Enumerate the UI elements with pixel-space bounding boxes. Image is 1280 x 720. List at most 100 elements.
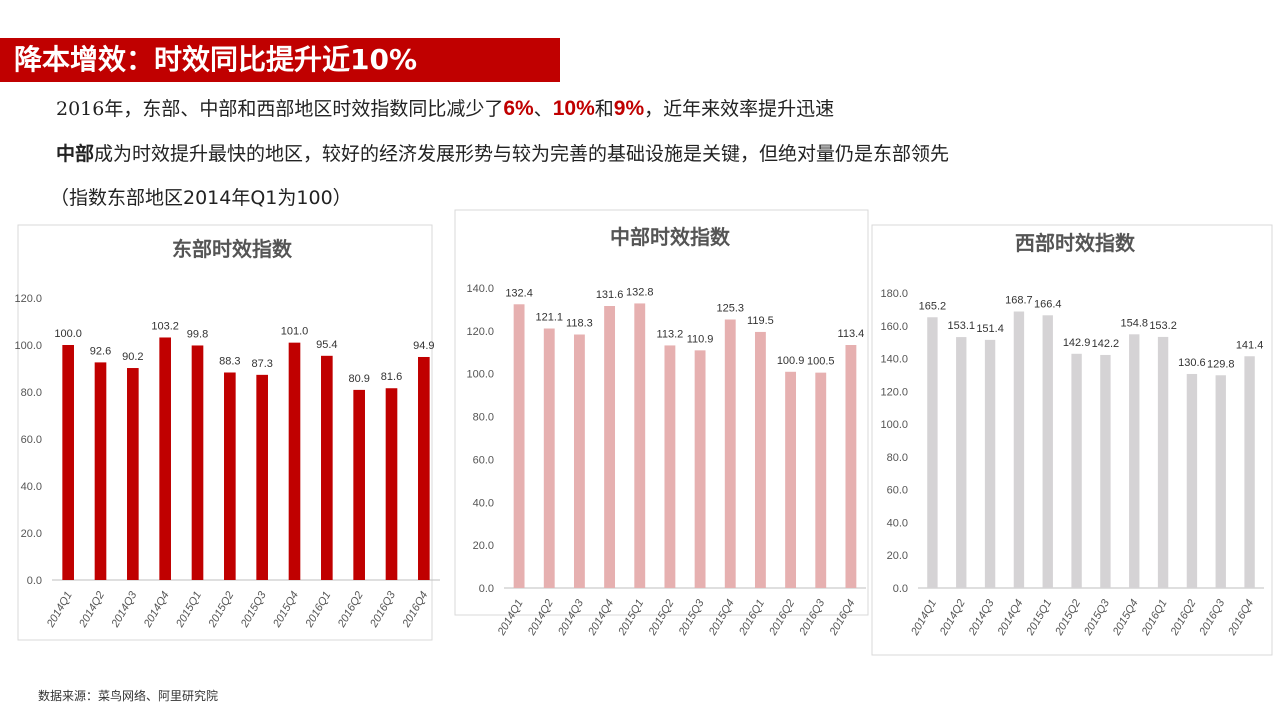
- east-data-label: 95.4: [316, 339, 337, 351]
- west-bar: [1042, 315, 1053, 588]
- central-y-tick: 60.0: [473, 454, 494, 466]
- highlight-east: 6%: [503, 97, 534, 120]
- intro-line-3: （指数东部地区2014年Q1为100）: [50, 185, 352, 211]
- west-bar: [1100, 354, 1111, 588]
- east-chart-title: 东部时效指数: [172, 237, 293, 261]
- central-data-label: 132.4: [505, 287, 533, 299]
- central-y-tick: 140.0: [466, 283, 494, 295]
- central-bar: [573, 334, 585, 588]
- central-bar: [513, 304, 525, 588]
- east-bar: [321, 355, 333, 580]
- central-data-label: 132.8: [626, 286, 654, 298]
- central-chart-title: 中部时效指数: [610, 225, 731, 249]
- central-y-tick: 100.0: [466, 369, 494, 381]
- intro-line2-text: 成为时效提升最快的地区，较好的经济发展形势与较为完善的基础设施是关键，但绝对量仍…: [94, 143, 950, 165]
- highlight-west: 9%: [613, 97, 645, 120]
- east-y-tick: 40.0: [21, 481, 42, 493]
- east-y-tick: 20.0: [21, 528, 42, 540]
- west-bar: [956, 337, 967, 588]
- intro-line1-sep2: 和: [594, 98, 614, 120]
- west-y-tick: 180.0: [880, 288, 908, 300]
- intro-line-2: 中部成为时效提升最快的地区，较好的经济发展形势与较为完善的基础设施是关键，但绝对…: [56, 141, 949, 168]
- central-data-label: 100.9: [777, 355, 805, 367]
- west-y-tick: 160.0: [880, 321, 908, 333]
- west-data-label: 129.8: [1207, 358, 1235, 370]
- central-data-label: 113.4: [838, 328, 865, 340]
- intro-line1-sep1: 、: [533, 98, 553, 120]
- west-data-label: 130.6: [1178, 357, 1206, 369]
- central-y-tick: 20.0: [473, 540, 494, 552]
- east-bar: [418, 356, 430, 580]
- central-bar: [634, 303, 646, 588]
- central-bar: [845, 345, 857, 588]
- central-data-label: 100.5: [807, 356, 835, 368]
- east-bar: [256, 374, 268, 580]
- west-y-tick: 140.0: [880, 354, 908, 366]
- west-bar: [1013, 311, 1025, 588]
- west-y-tick: 40.0: [887, 517, 908, 529]
- east-bar: [224, 372, 236, 580]
- east-bar: [94, 362, 107, 580]
- highlight-central: 10%: [552, 97, 595, 120]
- east-data-label: 80.9: [348, 373, 369, 385]
- east-bar: [191, 345, 204, 580]
- central-bar: [543, 328, 555, 588]
- central-data-label: 121.1: [535, 312, 563, 324]
- west-data-label: 142.9: [1063, 337, 1091, 349]
- title-bar: 降本增效：时效同比提升近10%: [0, 38, 560, 82]
- east-data-label: 81.6: [381, 371, 402, 383]
- east-data-label: 92.6: [90, 345, 111, 357]
- west-data-label: 168.7: [1005, 295, 1033, 307]
- west-y-tick: 60.0: [887, 485, 908, 497]
- west-bar: [984, 339, 996, 588]
- west-bar: [1186, 373, 1198, 588]
- east-data-label: 99.8: [187, 328, 208, 340]
- central-data-label: 125.3: [716, 303, 744, 315]
- west-data-label: 151.4: [976, 323, 1004, 335]
- central-data-label: 110.9: [687, 333, 714, 345]
- west-bar: [1244, 356, 1255, 588]
- east-bar: [127, 368, 139, 580]
- central-data-label: 131.6: [596, 289, 624, 301]
- east-data-label: 100.0: [54, 328, 82, 340]
- central-y-tick: 120.0: [466, 326, 494, 338]
- east-data-label: 94.9: [413, 340, 434, 352]
- west-data-label: 154.8: [1120, 317, 1148, 329]
- east-y-tick: 0.0: [27, 575, 42, 587]
- east-data-label: 87.3: [251, 358, 272, 370]
- intro-line-1: 2016年，东部、中部和西部地区时效指数同比减少了6%、10%和9%，近年来效率…: [56, 96, 834, 122]
- west-bar: [1215, 375, 1226, 588]
- east-y-tick: 100.0: [14, 340, 42, 352]
- west-y-tick: 120.0: [880, 386, 908, 398]
- west-data-label: 166.4: [1034, 298, 1062, 310]
- central-bar: [604, 306, 616, 588]
- east-bar: [385, 388, 398, 580]
- west-data-label: 141.4: [1236, 339, 1264, 351]
- west-y-tick: 80.0: [887, 452, 908, 464]
- central-bar: [694, 350, 706, 588]
- west-y-tick: 20.0: [887, 550, 908, 562]
- west-data-label: 153.2: [1149, 320, 1177, 332]
- west-bar: [1071, 353, 1082, 588]
- east-data-label: 103.2: [151, 320, 179, 332]
- intro-line1-post: ，近年来效率提升迅速: [644, 98, 835, 120]
- central-y-tick: 0.0: [479, 583, 494, 595]
- intro-line2-bold: 中部: [56, 144, 95, 165]
- west-chart-title: 西部时效指数: [1015, 231, 1136, 255]
- central-bar: [664, 345, 676, 588]
- west-bar: [1157, 336, 1169, 588]
- west-bar: [927, 317, 938, 588]
- east-data-label: 90.2: [122, 351, 143, 363]
- intro-line1-text: 2016年，东部、中部和西部地区时效指数同比减少了: [56, 98, 504, 120]
- east-y-tick: 80.0: [21, 387, 42, 399]
- central-bar: [785, 371, 797, 588]
- east-y-tick: 60.0: [21, 434, 42, 446]
- west-data-label: 165.2: [919, 300, 947, 312]
- west-y-tick: 0.0: [893, 583, 908, 595]
- east-bar: [159, 337, 171, 580]
- central-bar: [724, 319, 736, 588]
- west-data-label: 142.2: [1092, 338, 1120, 350]
- central-data-label: 119.5: [747, 315, 774, 327]
- east-bar: [288, 342, 301, 580]
